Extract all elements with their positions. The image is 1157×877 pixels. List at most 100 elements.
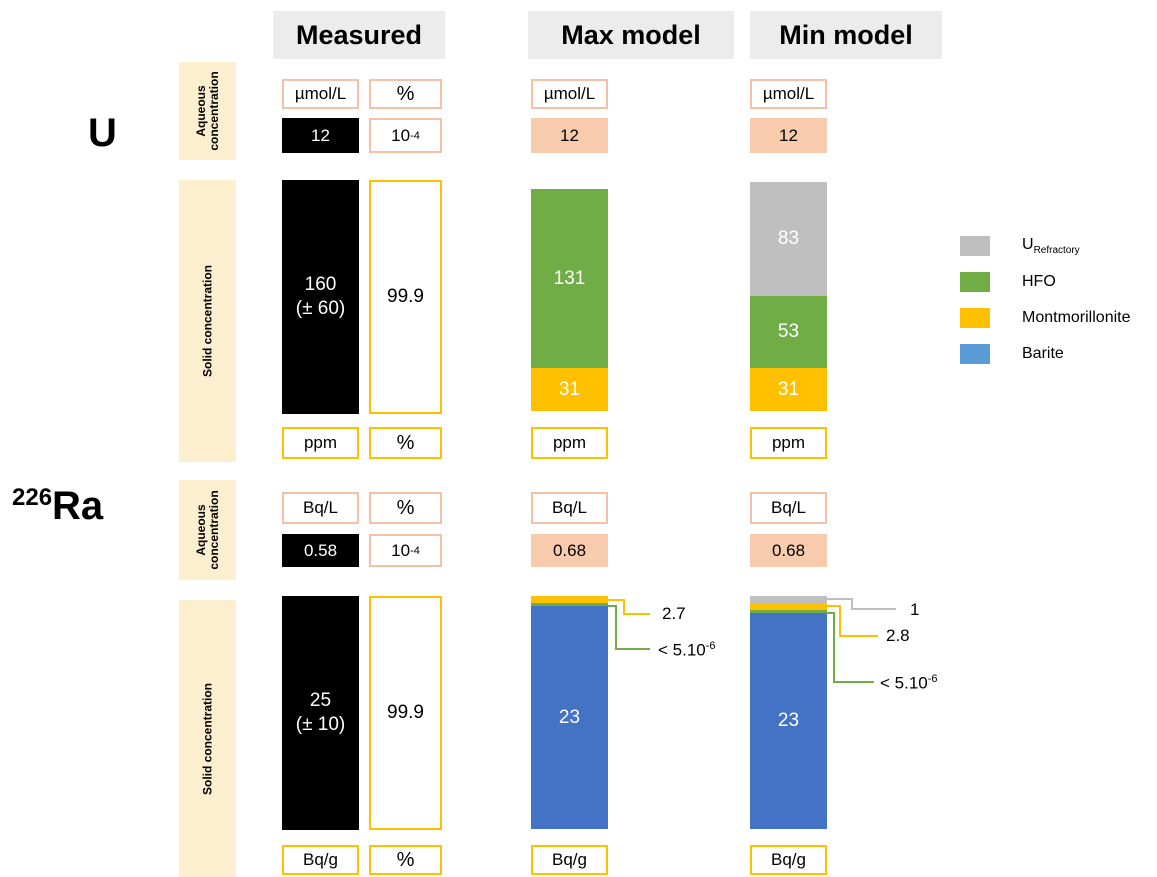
ra-max-montmorillonite-segment [531, 596, 608, 603]
ra-max-montmorillonite-leader [608, 599, 650, 615]
u-solid-max-stack: 31 131 [531, 182, 608, 411]
ra-symbol: Ra [52, 484, 104, 528]
u-aqueous-unit-max: µmol/L [531, 79, 608, 109]
legend-swatch [960, 272, 990, 292]
percent-base: 10 [391, 540, 411, 560]
u-aqueous-measured-value: 12 [282, 118, 359, 153]
row-label-u-aqueous-text: Aqueous concentration [193, 71, 221, 151]
ra-solid-unit-percent: % [369, 845, 442, 875]
ra-max-leader-lines [608, 599, 650, 650]
legend: URefractory HFO Montmorillonite Barite [960, 236, 1150, 376]
legend-label: URefractory [1022, 236, 1080, 257]
row-label-line1: Aqueous [193, 504, 208, 556]
percent-exponent: -4 [410, 544, 420, 557]
row-label-u-solid: Solid concentration [179, 180, 236, 462]
element-label-u: U [88, 111, 117, 155]
u-aqueous-percent-value: 10 -4 [369, 118, 442, 153]
ra-aqueous-unit-percent: % [369, 492, 442, 524]
u-solid-min-stack: 31 53 83 [750, 182, 827, 411]
ra-mass-number: 226 [12, 484, 53, 511]
u-aqueous-min-value: 12 [750, 118, 827, 153]
ra-min-montmorillonite-segment [750, 603, 827, 610]
ra-max-hfo-segment [531, 603, 608, 606]
ra-min-montmorillonite-leader [826, 605, 878, 637]
row-label-ra-aqueous-text: Aqueous concentration [193, 490, 221, 570]
u-solid-percent-box: 99.9 [369, 180, 442, 414]
ra-max-hfo-leader [608, 605, 650, 650]
legend-label: HFO [1022, 273, 1056, 290]
column-header-min-label: Min model [779, 19, 913, 50]
u-aqueous-unit-min: µmol/L [750, 79, 827, 109]
ra-min-hfo-segment [750, 610, 827, 613]
u-solid-measured-value: 160 [304, 274, 337, 295]
ra-aqueous-unit-max: Bq/L [531, 492, 608, 524]
legend-item-montmorillonite: Montmorillonite [960, 308, 1130, 328]
ra-aqueous-measured-value: 0.58 [282, 534, 359, 567]
ra-max-montmorillonite-label: 2.7 [662, 604, 686, 623]
legend-swatch [960, 236, 990, 257]
ra-min-barite-segment: 23 [750, 613, 827, 829]
ra-solid-unit-max: Bq/g [531, 845, 608, 875]
ra-solid-measured-value: 25 [309, 690, 332, 711]
ra-aqueous-unit-measured: Bq/L [282, 492, 359, 524]
ra-min-hfo-leader [826, 612, 874, 683]
percent-base: 10 [391, 125, 411, 145]
u-max-montmorillonite-segment: 31 [531, 368, 608, 411]
ra-solid-max-stack: 23 [531, 596, 608, 829]
u-solid-unit-measured: ppm [282, 427, 359, 459]
ra-max-hfo-base: < 5.10 [658, 640, 706, 660]
column-header-max-model: Max model [528, 11, 734, 59]
ra-solid-measured-bar: 25 (± 10) [282, 596, 359, 830]
column-header-max-label: Max model [561, 19, 701, 50]
ra-min-refractory-leader [826, 598, 896, 610]
u-solid-unit-min: ppm [750, 427, 827, 459]
row-label-line2: concentration [206, 490, 221, 570]
row-label-u-aqueous: Aqueous concentration [179, 62, 236, 160]
ra-solid-measured-error: (± 10) [295, 714, 346, 735]
row-label-u-solid-text: Solid concentration [200, 264, 214, 378]
u-aqueous-max-value: 12 [531, 118, 608, 153]
ra-min-refractory-label: 1 [910, 600, 920, 619]
row-label-ra-solid-text: Solid concentration [200, 682, 214, 795]
percent-exponent: -4 [410, 129, 420, 142]
u-min-urefractory-segment: 83 [750, 182, 827, 296]
u-solid-unit-max: ppm [531, 427, 608, 459]
ra-solid-percent-box: 99.9 [369, 596, 442, 830]
legend-item-hfo: HFO [960, 272, 1056, 292]
ra-min-leader-lines [826, 598, 896, 683]
legend-item-u: URefractory [960, 236, 1080, 256]
ra-min-montmorillonite-label: 2.8 [886, 626, 910, 645]
ra-aqueous-max-value: 0.68 [531, 534, 608, 567]
u-aqueous-unit-measured: µmol/L [282, 79, 359, 109]
ra-solid-unit-min: Bq/g [750, 845, 827, 875]
u-solid-measured-error: (± 60) [295, 298, 346, 319]
ra-min-hfo-label: < 5.10-6 [880, 673, 938, 694]
legend-label: Montmorillonite [1022, 309, 1131, 326]
ra-aqueous-min-value: 0.68 [750, 534, 827, 567]
u-min-hfo-segment: 53 [750, 295, 827, 369]
ra-max-barite-segment: 23 [531, 606, 608, 829]
row-label-ra-aqueous: Aqueous concentration [179, 480, 236, 580]
ra-min-refractory-segment [750, 596, 827, 603]
legend-item-barite: Barite [960, 344, 1064, 364]
legend-label: Barite [1022, 345, 1064, 362]
ra-min-hfo-exponent: -6 [927, 673, 938, 685]
ra-solid-unit-measured: Bq/g [282, 845, 359, 875]
row-label-ra-solid: Solid concentration [179, 600, 236, 877]
ra-min-hfo-base: < 5.10 [880, 673, 928, 693]
column-header-measured: Measured [273, 11, 445, 59]
column-header-measured-label: Measured [295, 19, 423, 50]
u-solid-unit-percent: % [369, 427, 442, 459]
row-label-line1: Aqueous [193, 85, 208, 137]
u-min-montmorillonite-segment: 31 [750, 368, 827, 411]
element-label-ra: 226Ra [12, 484, 104, 528]
ra-max-hfo-label: < 5.10-6 [658, 640, 716, 661]
row-label-line2: concentration [206, 71, 221, 151]
u-aqueous-unit-percent: % [369, 79, 442, 109]
u-max-hfo-segment: 131 [531, 188, 608, 369]
column-header-min-model: Min model [750, 11, 942, 59]
ra-aqueous-percent-value: 10 -4 [369, 534, 442, 567]
legend-swatch [960, 308, 990, 328]
ra-solid-min-stack: 23 [750, 596, 827, 829]
ra-aqueous-unit-min: Bq/L [750, 492, 827, 524]
